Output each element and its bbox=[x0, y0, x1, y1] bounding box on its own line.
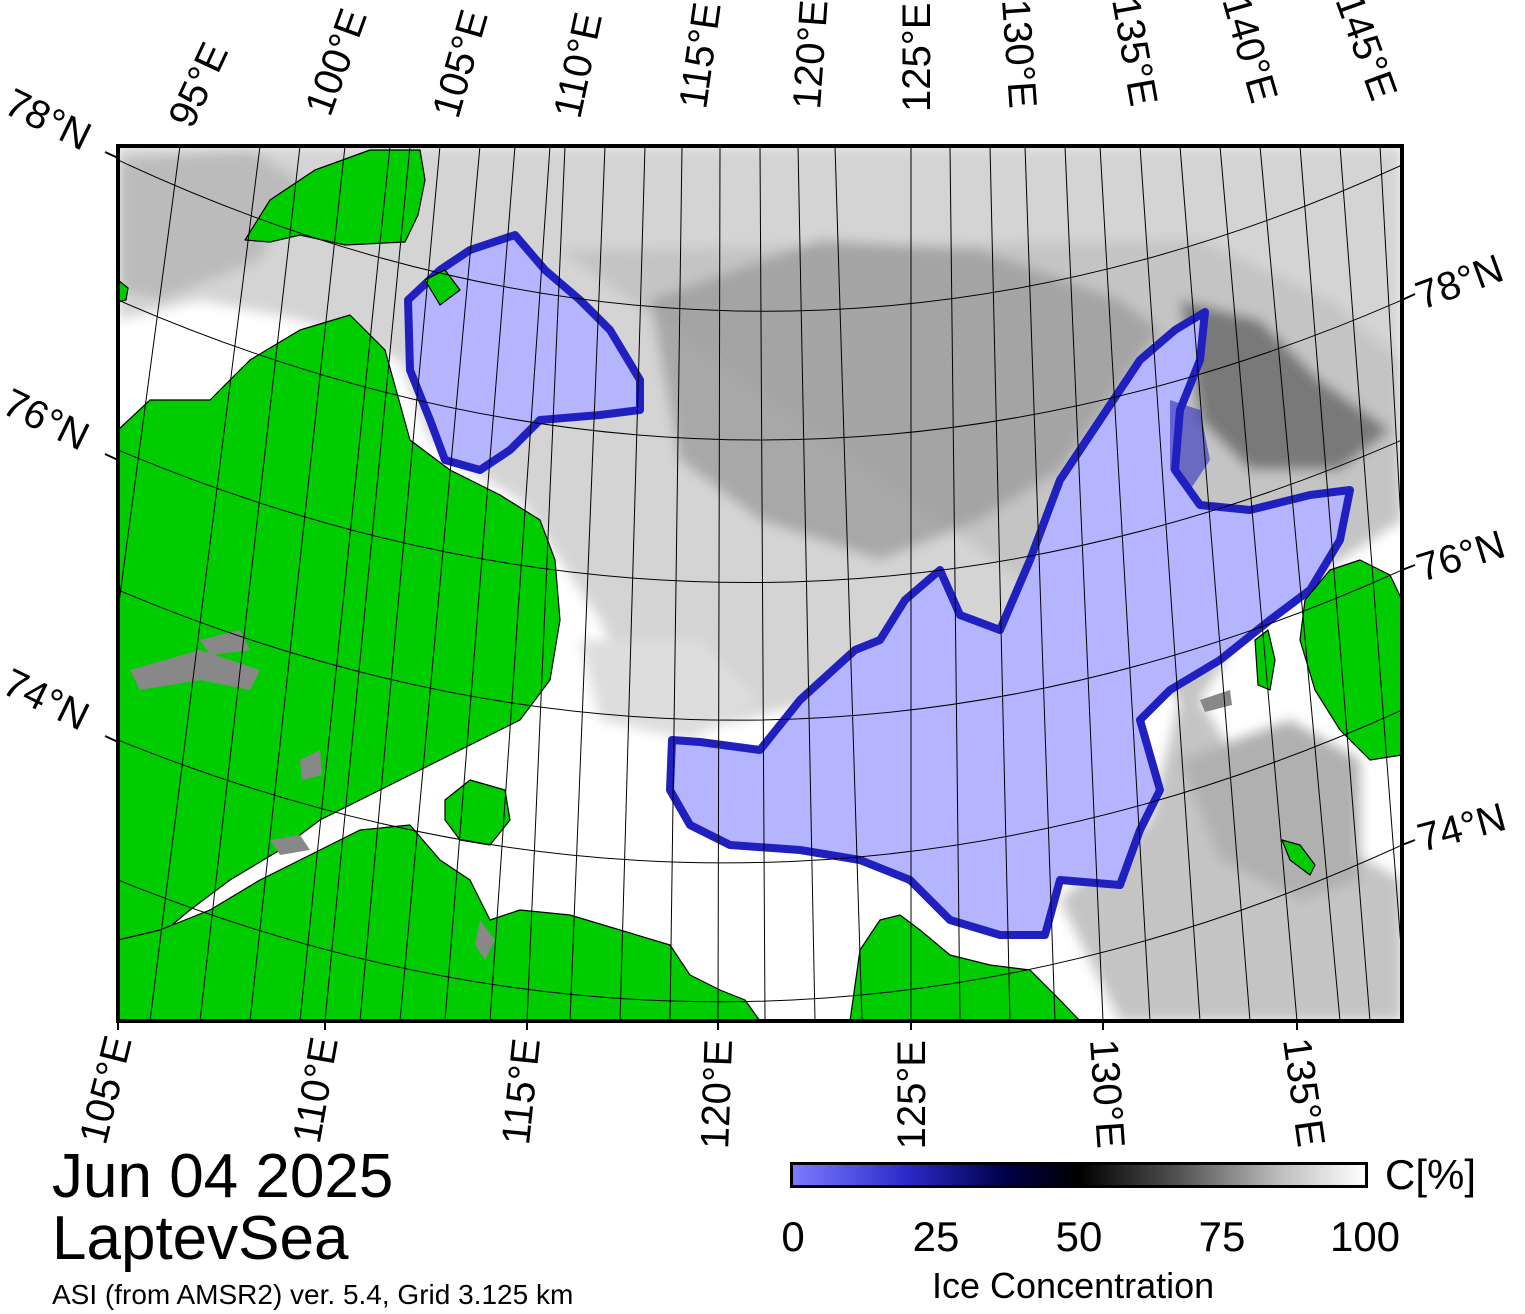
colorbar-unit: C[%] bbox=[1385, 1151, 1477, 1198]
land-khatanga-island bbox=[444, 779, 511, 846]
colorbar-tick-label: 75 bbox=[1198, 1213, 1246, 1260]
right-lat-label: 74°N bbox=[1413, 795, 1511, 861]
left-lat-label: 74°N bbox=[0, 661, 96, 740]
bottom-lon-label: 115°E bbox=[494, 1036, 549, 1146]
bottom-lon-label: 120°E bbox=[693, 1039, 741, 1150]
land-taymyr-peninsula bbox=[118, 314, 561, 941]
top-lon-label: 110°E bbox=[546, 9, 611, 122]
top-lon-label: 140°E bbox=[1213, 0, 1285, 108]
land-west-edge bbox=[118, 279, 129, 303]
top-lon-label: 120°E bbox=[785, 0, 837, 111]
colorbar-tick-label: 25 bbox=[912, 1213, 960, 1260]
coastal-unknown bbox=[130, 630, 1232, 960]
right-lat-label: 76°N bbox=[1412, 522, 1510, 590]
left-lat-label: 76°N bbox=[0, 381, 96, 460]
top-lon-label: 115°E bbox=[671, 0, 729, 111]
right-latitude-labels: 78°N 76°N 74°N bbox=[1410, 247, 1511, 861]
colorbar-tick-label: 0 bbox=[781, 1213, 805, 1260]
top-lon-label: 95°E bbox=[160, 36, 237, 134]
top-longitude-labels: 95°E 100°E 105°E 110°E 115°E 120°E 125°E… bbox=[160, 0, 1405, 134]
map-region: LaptevSea bbox=[52, 1204, 349, 1273]
land-small-island-north bbox=[424, 269, 461, 306]
ice-concentration-colorbar bbox=[790, 1162, 1368, 1188]
land-mainland-south bbox=[118, 824, 761, 1021]
data-source: ASI (from AMSR2) ver. 5.4, Grid 3.125 km bbox=[52, 1279, 574, 1310]
top-lon-label: 125°E bbox=[895, 3, 939, 112]
bottom-lon-label: 135°E bbox=[1274, 1035, 1333, 1149]
top-lon-label: 100°E bbox=[297, 3, 376, 121]
colorbar-tick-label: 100 bbox=[1329, 1213, 1401, 1260]
map-frame bbox=[116, 144, 1404, 1023]
right-lat-label: 78°N bbox=[1410, 247, 1509, 319]
top-lon-label: 145°E bbox=[1327, 0, 1406, 106]
top-lon-label: 130°E bbox=[993, 0, 1045, 110]
land-small-island-south bbox=[1281, 839, 1316, 876]
land-severnaya-zemlya bbox=[244, 149, 426, 246]
colorbar-title: Ice Concentration bbox=[932, 1265, 1215, 1306]
bottom-lon-label: 105°E bbox=[72, 1032, 141, 1149]
bottom-lon-label: 130°E bbox=[1081, 1038, 1133, 1150]
meridians bbox=[118, 146, 1402, 1021]
land-lena-delta bbox=[849, 914, 1081, 1021]
bottom-lon-label: 110°E bbox=[285, 1034, 347, 1146]
land-kotelny-island bbox=[1299, 559, 1402, 761]
top-lon-label: 105°E bbox=[424, 5, 496, 122]
left-lat-label: 78°N bbox=[0, 81, 98, 160]
frame-ticks bbox=[104, 151, 1416, 1030]
left-latitude-labels: 78°N 76°N 74°N bbox=[0, 81, 98, 740]
top-lon-label: 135°E bbox=[1103, 0, 1165, 109]
colorbar-tick-label: 50 bbox=[1055, 1213, 1103, 1260]
map-date: Jun 04 2025 bbox=[52, 1142, 394, 1211]
land-masses bbox=[118, 149, 1402, 1021]
parallels bbox=[118, 159, 1402, 1003]
bottom-lon-label: 125°E bbox=[890, 1040, 934, 1149]
bottom-longitude-labels: 105°E 110°E 115°E 120°E 125°E 130°E 135°… bbox=[72, 1032, 1333, 1150]
